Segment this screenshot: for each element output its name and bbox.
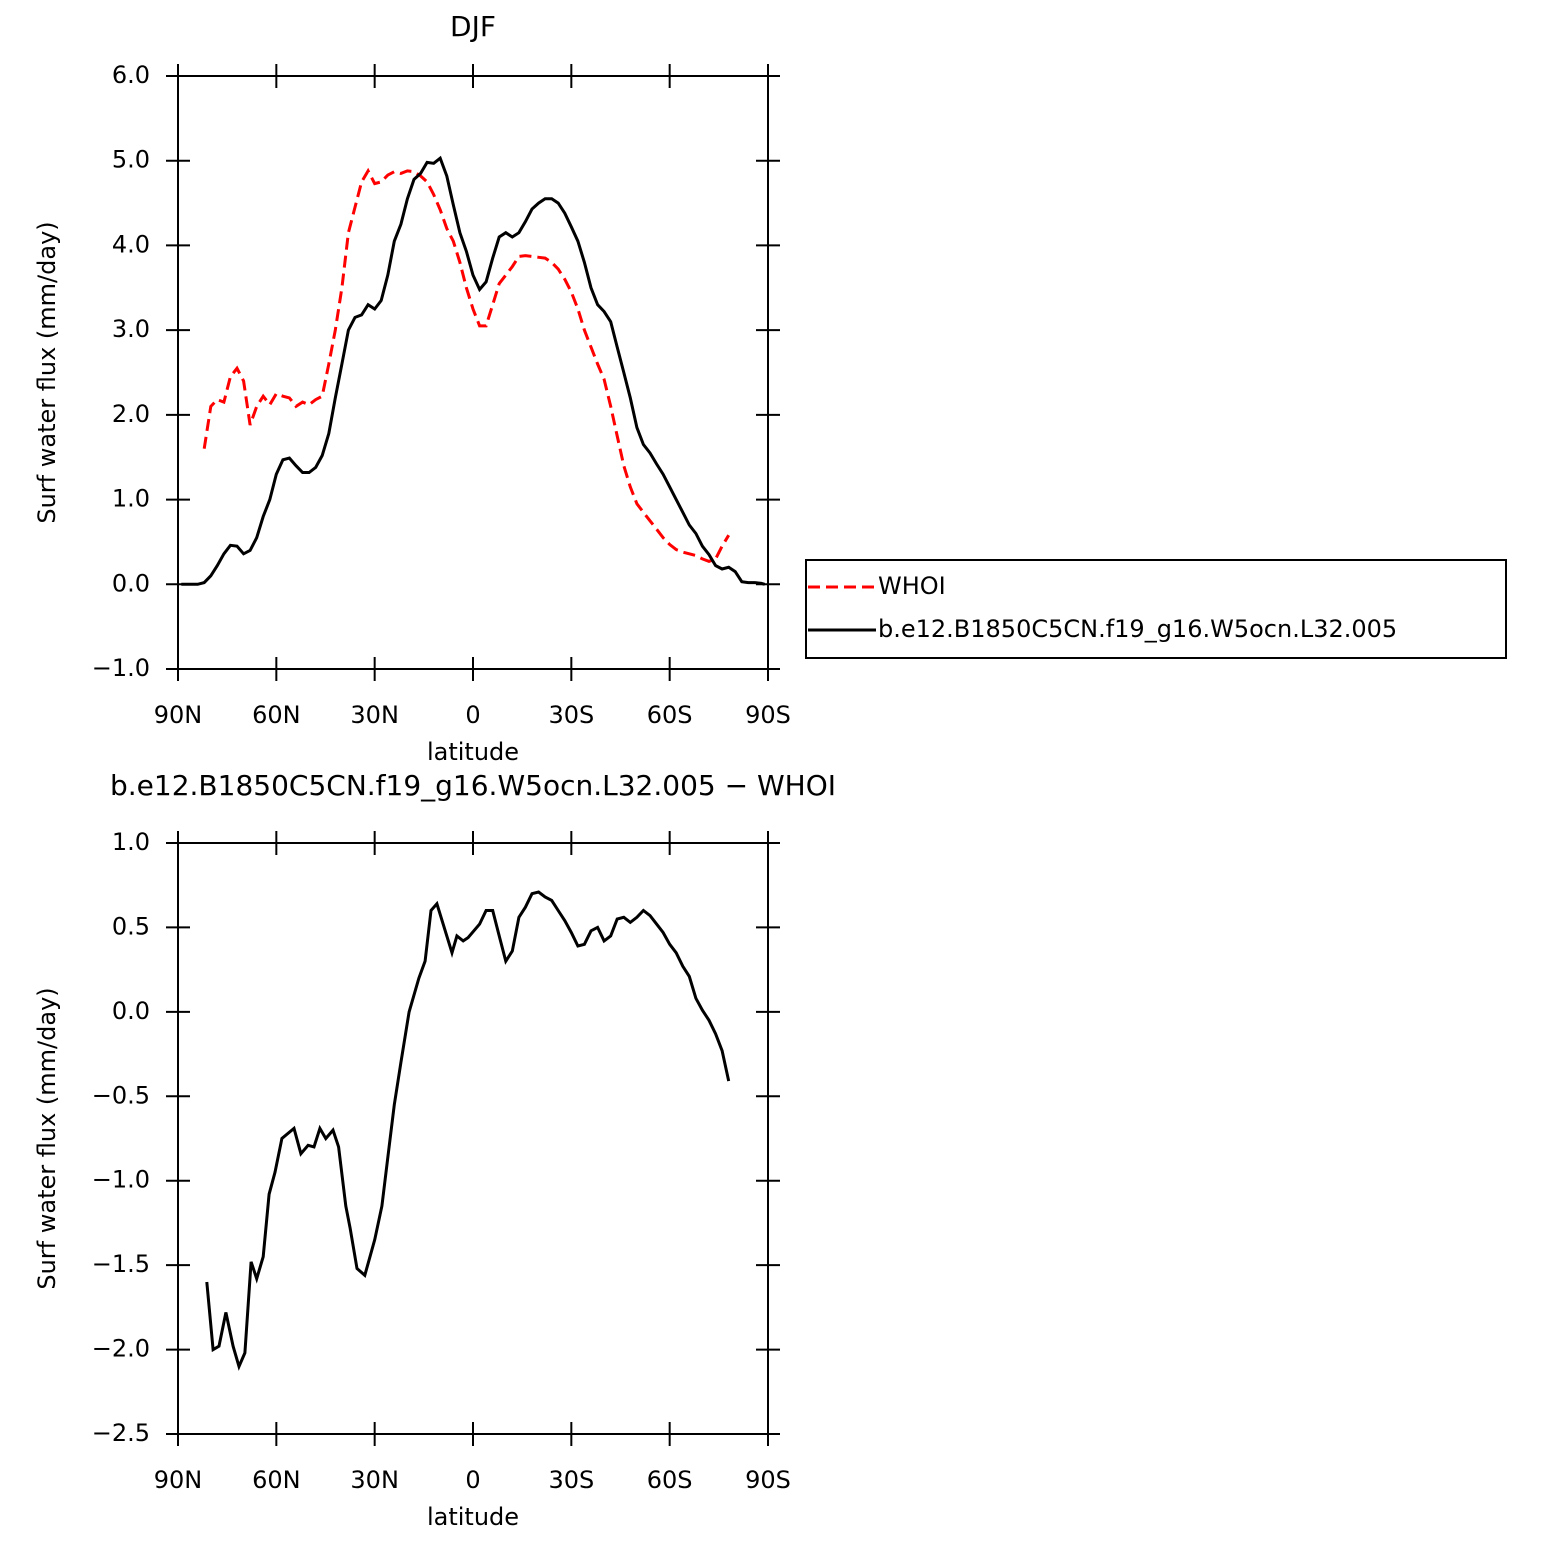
y-tick-label: 4.0: [112, 230, 150, 258]
y-tick-label: 0.0: [112, 997, 150, 1025]
x-tick-label: 90N: [154, 701, 203, 729]
y-tick-label: 0.0: [112, 569, 150, 597]
y-axis-label: Surf water flux (mm/day): [33, 221, 61, 523]
x-tick-label: 60S: [647, 701, 693, 729]
y-tick-label: 3.0: [112, 315, 150, 343]
y-tick-label: −2.0: [92, 1335, 150, 1363]
legend-box: [805, 559, 1507, 659]
x-tick-label: 60N: [252, 1466, 301, 1494]
y-tick-label: −1.0: [92, 1166, 150, 1194]
y-tick-label: −1.0: [92, 654, 150, 682]
x-tick-label: 60S: [647, 1466, 693, 1494]
y-tick-label: 1.0: [112, 485, 150, 513]
x-axis-label: latitude: [427, 738, 519, 766]
data-line: [181, 155, 766, 586]
y-tick-label: 2.0: [112, 400, 150, 428]
data-line: [205, 890, 731, 1371]
legend-label: WHOI: [878, 572, 946, 600]
y-tick-label: −1.5: [92, 1250, 150, 1278]
y-tick-label: 6.0: [112, 61, 150, 89]
x-axis-label: latitude: [427, 1503, 519, 1531]
x-tick-label: 90S: [745, 1466, 791, 1494]
x-tick-label: 30N: [350, 1466, 399, 1494]
chart-title: b.e12.B1850C5CN.f19_g16.W5ocn.L32.005 − …: [110, 769, 836, 802]
x-tick-label: 90S: [745, 701, 791, 729]
plot-frame: [177, 75, 769, 670]
x-tick-label: 90N: [154, 1466, 203, 1494]
x-tick-label: 30S: [548, 701, 594, 729]
x-tick-label: 0: [465, 1466, 480, 1494]
y-tick-label: 0.5: [112, 912, 150, 940]
y-tick-label: 5.0: [112, 146, 150, 174]
x-tick-label: 0: [465, 701, 480, 729]
x-tick-label: 60N: [252, 701, 301, 729]
y-tick-label: −0.5: [92, 1081, 150, 1109]
x-tick-label: 30N: [350, 701, 399, 729]
data-line: [202, 167, 730, 564]
chart-title: DJF: [450, 10, 496, 43]
y-tick-label: −2.5: [92, 1419, 150, 1447]
y-tick-label: 1.0: [112, 828, 150, 856]
x-tick-label: 30S: [548, 1466, 594, 1494]
y-axis-label: Surf water flux (mm/day): [33, 987, 61, 1289]
legend-label: b.e12.B1850C5CN.f19_g16.W5ocn.L32.005: [878, 615, 1397, 643]
